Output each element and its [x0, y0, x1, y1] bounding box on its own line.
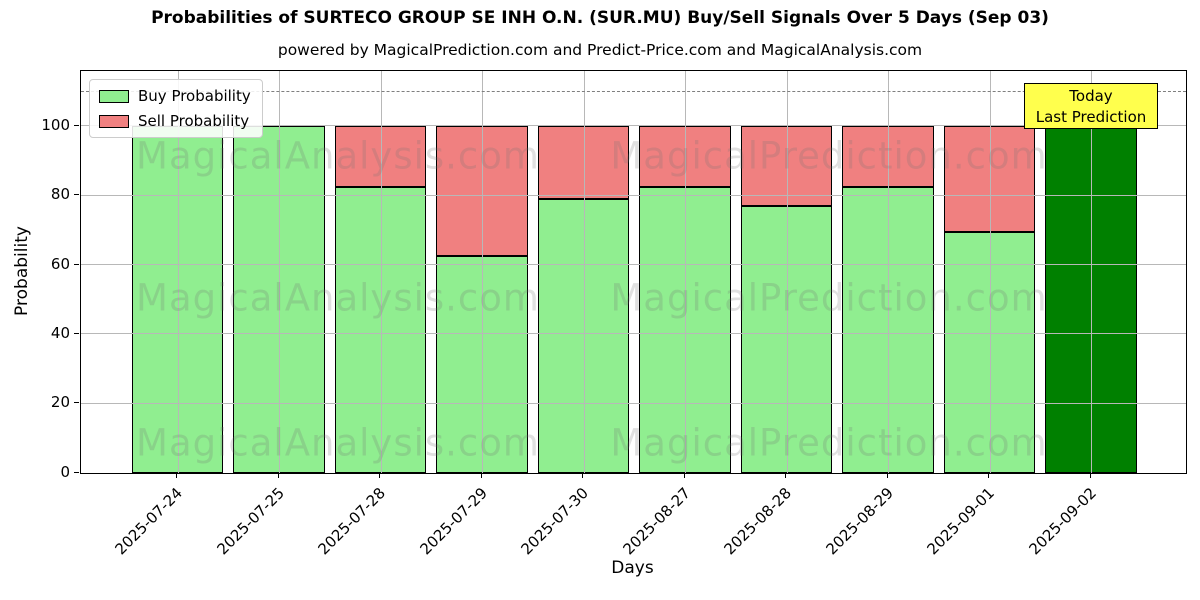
xtick-mark-2025-08-29	[886, 473, 888, 478]
gridline-x-2025-08-27	[685, 71, 686, 473]
ytick-mark-40	[74, 332, 79, 335]
xtick-label-text-2025-07-28: 2025-07-28	[314, 484, 390, 559]
gridline-x-2025-08-28	[786, 71, 788, 473]
buy-swatch-icon	[99, 89, 129, 103]
xtick-mark-2025-07-28	[379, 473, 381, 478]
xtick-mark-2025-07-24	[176, 473, 178, 478]
chart-subtitle: powered by MagicalPrediction.com and Pre…	[277, 41, 923, 59]
gridline-x-2025-08-29	[888, 71, 889, 473]
plot-area: Buy Probability Sell Probability Today L…	[80, 70, 1187, 474]
watermark-right-1: MagicalPrediction.com	[610, 276, 1048, 320]
xtick-mark-2025-08-27	[683, 473, 685, 478]
xtick-label-text-2025-07-30: 2025-07-30	[517, 484, 593, 559]
gridline-y-60	[81, 264, 1186, 266]
today-annotation-line2: Last Prediction	[1035, 108, 1147, 126]
xtick-mark-2025-07-30	[582, 473, 584, 478]
gridline-x-2025-07-25	[279, 71, 280, 473]
watermark-left-0: MagicalAnalysis.com	[136, 134, 540, 178]
dashed-threshold-line	[81, 90, 1186, 92]
gridline-y-100	[81, 125, 1186, 127]
xtick-mark-2025-07-29	[480, 473, 482, 478]
gridline-x-2025-09-02	[1091, 71, 1092, 473]
xtick-mark-2025-08-28	[785, 473, 787, 478]
gridline-x-2025-07-28	[380, 71, 382, 473]
ytick-label-60: 60	[50, 254, 70, 273]
today-annotation: Today Last Prediction	[1024, 83, 1158, 129]
chart-title: Probabilities of SURTECO GROUP SE INH O.…	[151, 8, 1049, 28]
xtick-label-text-2025-09-02: 2025-09-02	[1025, 484, 1100, 559]
xtick-label-text-2025-07-25: 2025-07-25	[213, 484, 288, 559]
gridline-x-2025-07-29	[482, 71, 483, 473]
sell-swatch-icon	[99, 114, 129, 128]
xtick-label-text-2025-09-01: 2025-09-01	[923, 484, 999, 559]
legend-item-sell: Sell Probability	[99, 112, 251, 130]
gridline-x-2025-07-24	[177, 71, 179, 473]
legend: Buy Probability Sell Probability	[89, 79, 263, 138]
ytick-mark-100	[74, 124, 79, 127]
gridline-x-2025-07-30	[583, 71, 585, 473]
xtick-mark-2025-09-02	[1089, 473, 1091, 478]
watermark-right-0: MagicalPrediction.com	[610, 134, 1048, 178]
xtick-mark-2025-07-25	[277, 473, 279, 478]
legend-item-buy: Buy Probability	[99, 87, 251, 105]
x-axis-label: Days	[611, 558, 654, 578]
xtick-label-text-2025-07-24: 2025-07-24	[111, 484, 187, 559]
watermark-left-1: MagicalAnalysis.com	[136, 276, 540, 320]
ytick-label-100: 100	[41, 115, 70, 134]
ytick-mark-0	[74, 471, 79, 473]
xtick-label-text-2025-07-29: 2025-07-29	[416, 484, 491, 559]
gridline-y-80	[81, 194, 1186, 196]
legend-label-buy: Buy Probability	[138, 87, 251, 105]
legend-label-sell: Sell Probability	[138, 112, 250, 130]
ytick-mark-80	[74, 194, 79, 196]
gridline-y-40	[81, 333, 1186, 335]
ytick-label-20: 20	[50, 393, 70, 412]
gridline-x-2025-09-01	[989, 71, 991, 473]
ytick-mark-60	[74, 263, 79, 265]
ytick-mark-20	[74, 402, 79, 404]
ytick-label-0: 0	[60, 462, 70, 481]
watermark-right-2: MagicalPrediction.com	[610, 421, 1048, 465]
xtick-label-text-2025-08-28: 2025-08-28	[720, 484, 796, 559]
xtick-label-text-2025-08-29: 2025-08-29	[822, 484, 897, 559]
xtick-label-text-2025-08-27: 2025-08-27	[619, 484, 694, 559]
gridline-y-20	[81, 402, 1186, 404]
ytick-label-40: 40	[50, 323, 70, 342]
xtick-mark-2025-09-01	[988, 473, 990, 478]
watermark-left-2: MagicalAnalysis.com	[136, 421, 540, 465]
today-annotation-line1: Today	[1069, 87, 1113, 105]
ytick-label-80: 80	[50, 185, 70, 204]
